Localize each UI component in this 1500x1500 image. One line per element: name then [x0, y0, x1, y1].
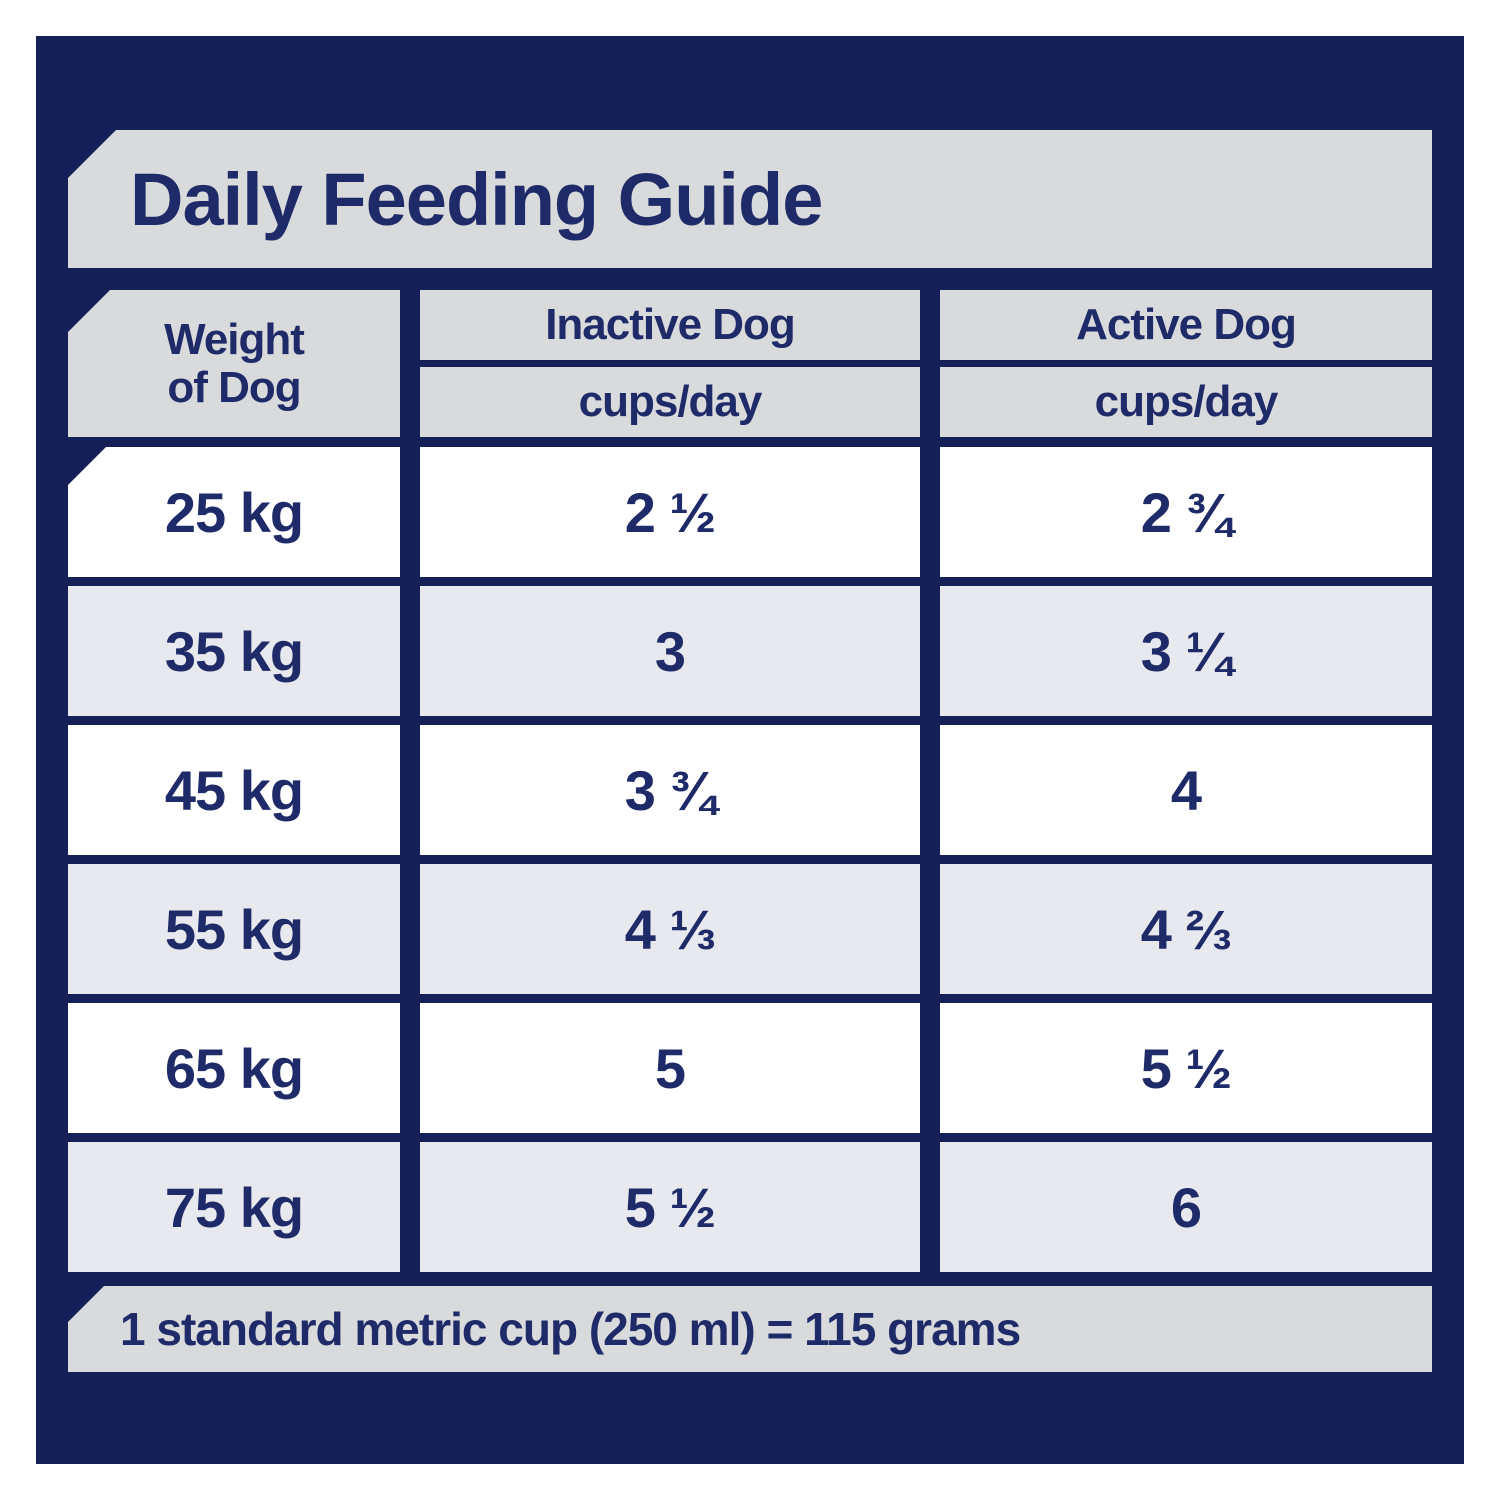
- weight-cell: 75 kg: [68, 1142, 400, 1272]
- active-value-cell: 5 ½: [940, 1003, 1432, 1133]
- inactive-value-cell: 2 ½: [420, 447, 920, 577]
- inactive-dog-label: Inactive Dog: [545, 300, 796, 349]
- table-header-row: Weight of Dog Inactive Dog cups/day Acti…: [68, 290, 1432, 437]
- active-value-cell: 4 ⅔: [940, 864, 1432, 994]
- inactive-value-cell: 3: [420, 586, 920, 716]
- footnote-banner: 1 standard metric cup (250 ml) = 115 gra…: [68, 1286, 1432, 1372]
- table-row: 45 kg 3 ¾ 4: [68, 725, 1432, 855]
- inactive-dog-unit: cups/day: [578, 377, 763, 426]
- table-row: 25 kg 2 ½ 2 ¾: [68, 447, 1432, 577]
- table-body: 25 kg 2 ½ 2 ¾ 35 kg 3 3 ¼ 45 kg 3 ¾ 4 55…: [68, 447, 1432, 1272]
- active-value-cell: 4: [940, 725, 1432, 855]
- feeding-guide-panel: Daily Feeding Guide Weight of Dog Inacti…: [36, 36, 1464, 1464]
- weight-header-line1: Weight: [164, 314, 305, 364]
- inactive-value-cell: 5: [420, 1003, 920, 1133]
- active-value-cell: 2 ¾: [940, 447, 1432, 577]
- weight-cell: 45 kg: [68, 725, 400, 855]
- inactive-value-cell: 3 ¾: [420, 725, 920, 855]
- page-title: Daily Feeding Guide: [130, 157, 823, 241]
- header-cell-active-dog: Active Dog cups/day: [940, 290, 1432, 437]
- header-divider: [940, 360, 1432, 367]
- table-row: 65 kg 5 5 ½: [68, 1003, 1432, 1133]
- inactive-value-cell: 5 ½: [420, 1142, 920, 1272]
- weight-cell: 25 kg: [68, 447, 400, 577]
- table-row: 75 kg 5 ½ 6: [68, 1142, 1432, 1272]
- cup-conversion-note: 1 standard metric cup (250 ml) = 115 gra…: [120, 1303, 1021, 1355]
- title-banner: Daily Feeding Guide: [68, 130, 1432, 268]
- active-dog-unit: cups/day: [1094, 377, 1279, 426]
- header-cell-inactive-dog: Inactive Dog cups/day: [420, 290, 920, 437]
- weight-header-line2: of Dog: [167, 362, 301, 412]
- header-cell-weight: Weight of Dog: [68, 290, 400, 437]
- weight-cell: 55 kg: [68, 864, 400, 994]
- table-row: 35 kg 3 3 ¼: [68, 586, 1432, 716]
- header-divider: [420, 360, 920, 367]
- active-value-cell: 3 ¼: [940, 586, 1432, 716]
- table-row: 55 kg 4 ⅓ 4 ⅔: [68, 864, 1432, 994]
- active-value-cell: 6: [940, 1142, 1432, 1272]
- weight-cell: 65 kg: [68, 1003, 400, 1133]
- active-dog-label: Active Dog: [1076, 300, 1297, 349]
- weight-cell: 35 kg: [68, 586, 400, 716]
- inactive-value-cell: 4 ⅓: [420, 864, 920, 994]
